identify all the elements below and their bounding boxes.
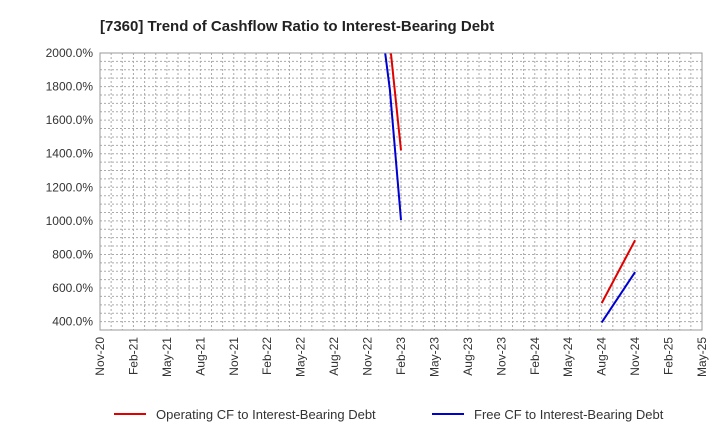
y-tick-label: 600.0% — [52, 281, 93, 295]
x-tick-label: Nov-23 — [494, 337, 508, 376]
x-tick-label: Feb-21 — [126, 337, 140, 375]
x-tick-label: May-22 — [294, 337, 308, 377]
x-tick-label: Nov-20 — [93, 337, 107, 376]
operating-cf-line — [389, 53, 402, 151]
legend-label-free: Free CF to Interest-Bearing Debt — [474, 407, 664, 422]
y-tick-label: 1400.0% — [46, 147, 94, 161]
x-tick-label: May-24 — [561, 337, 575, 377]
x-tick-label: Nov-24 — [628, 337, 642, 376]
x-tick-label: May-21 — [160, 337, 174, 377]
x-tick-label: Aug-23 — [461, 337, 475, 376]
free-cf-line — [600, 271, 636, 323]
x-axis: Nov-20 Feb-21 May-21 Aug-21 Nov-21 Feb-22 May-… — [93, 337, 709, 377]
x-tick-label: Aug-24 — [595, 337, 609, 376]
x-tick-label: Feb-25 — [662, 337, 676, 375]
series-lines — [384, 53, 636, 323]
x-tick-label: May-23 — [427, 337, 441, 377]
y-tick-label: 400.0% — [52, 315, 93, 329]
x-tick-label: Aug-22 — [327, 337, 341, 376]
y-tick-label: 1000.0% — [46, 214, 94, 228]
y-axis: 400.0% 600.0% 800.0% 1000.0% 1200.0% 1400.0% 1… — [46, 46, 94, 329]
legend-label-operating: Operating CF to Interest-Bearing Debt — [156, 407, 376, 422]
x-tick-label: Feb-24 — [528, 337, 542, 375]
operating-cf-line — [600, 239, 636, 304]
legend: Operating CF to Interest-Bearing Debt Fr… — [114, 407, 664, 422]
y-tick-label: 800.0% — [52, 247, 93, 261]
y-tick-label: 1200.0% — [46, 180, 94, 194]
x-tick-label: Aug-21 — [193, 337, 207, 376]
y-tick-label: 1600.0% — [46, 113, 94, 127]
chart-title: [7360] Trend of Cashflow Ratio to Intere… — [100, 18, 494, 35]
y-tick-label: 1800.0% — [46, 80, 94, 94]
x-tick-label: Feb-23 — [394, 337, 408, 375]
x-tick-label: Nov-21 — [227, 337, 241, 376]
free-cf-line — [384, 53, 402, 221]
x-tick-label: Nov-22 — [361, 337, 375, 376]
plot-frame — [99, 52, 703, 331]
x-tick-label: May-25 — [695, 337, 709, 377]
grid — [100, 53, 702, 330]
y-tick-label: 2000.0% — [46, 46, 94, 60]
x-tick-label: Feb-22 — [260, 337, 274, 375]
